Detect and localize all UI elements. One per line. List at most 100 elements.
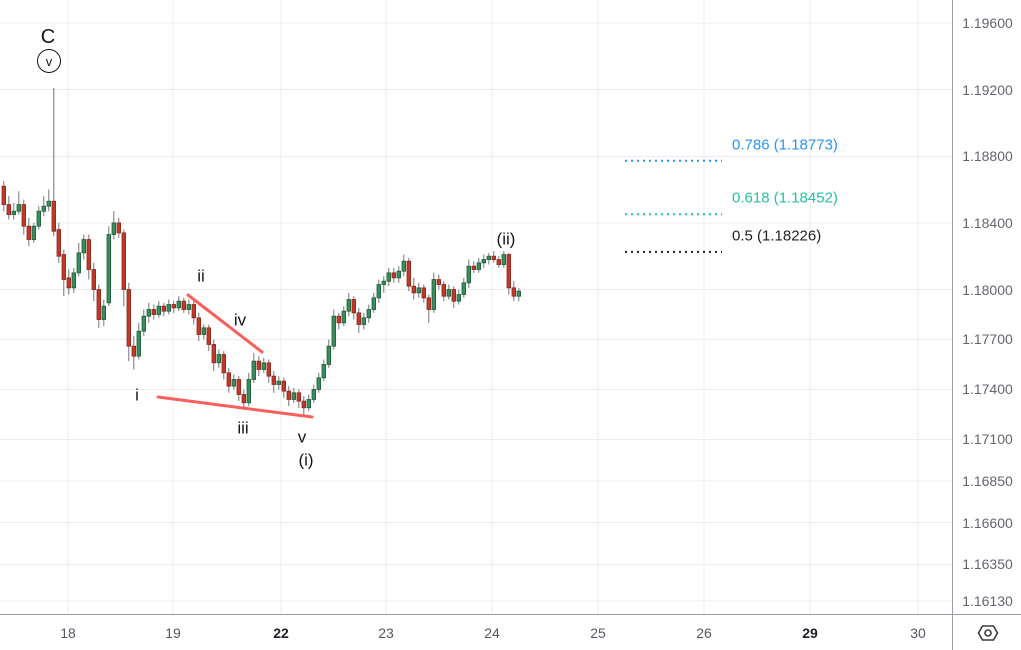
candle-body-up bbox=[311, 389, 316, 400]
candle-body-down bbox=[266, 362, 271, 377]
candle-body-up bbox=[501, 254, 506, 265]
candle-body-up bbox=[341, 310, 346, 324]
candle-body-down bbox=[121, 232, 126, 290]
axis-corner[interactable] bbox=[952, 614, 1021, 650]
candle-body-up bbox=[76, 252, 81, 274]
candle-body-down bbox=[301, 400, 306, 409]
price-axis-label: 1.17100 bbox=[962, 431, 1013, 448]
candle-body-up bbox=[371, 297, 376, 310]
candle-body-up bbox=[276, 380, 281, 385]
time-axis-label: 24 bbox=[484, 625, 500, 641]
candle-body-down bbox=[6, 204, 11, 215]
candle-body-down bbox=[391, 272, 396, 279]
candle-body-down bbox=[96, 289, 101, 320]
time-axis-label: 30 bbox=[910, 625, 926, 641]
candle-body-up bbox=[331, 315, 336, 347]
candle-body-up bbox=[361, 317, 366, 325]
price-scale-visibility-icon[interactable] bbox=[975, 622, 1001, 644]
candle-body-down bbox=[191, 304, 196, 319]
candle-body-up bbox=[81, 239, 86, 254]
candle-body-up bbox=[246, 379, 251, 404]
candle-body-down bbox=[151, 309, 156, 315]
time-axis-label: 25 bbox=[590, 625, 606, 641]
candle-body-down bbox=[206, 327, 211, 345]
candle-body-up bbox=[216, 354, 221, 364]
candle-body-down bbox=[351, 299, 356, 314]
candle-body-up bbox=[166, 304, 171, 312]
candle-body-down bbox=[211, 344, 216, 364]
candle-body-down bbox=[91, 269, 96, 290]
candle-body-up bbox=[186, 304, 191, 310]
candle-body-down bbox=[296, 392, 301, 402]
plot-svg bbox=[0, 0, 952, 614]
candle-body-up bbox=[401, 260, 406, 272]
candle-body-up bbox=[321, 364, 326, 379]
candle-body-up bbox=[46, 200, 51, 207]
candle-body-up bbox=[261, 362, 266, 370]
candle-body-down bbox=[506, 254, 511, 289]
candle-body-up bbox=[396, 270, 401, 279]
candle-body-up bbox=[446, 289, 451, 297]
candle-body-up bbox=[251, 360, 256, 380]
price-axis-label: 1.17400 bbox=[962, 381, 1013, 398]
chart-plot-area[interactable]: 0.786 (1.18773) 0.618 (1.18452) 0.5 (1.182… bbox=[0, 0, 952, 614]
trendline-drawing[interactable] bbox=[156, 395, 314, 419]
candle-body-down bbox=[171, 304, 176, 309]
price-axis-label: 1.18000 bbox=[962, 281, 1013, 298]
candle-body-up bbox=[111, 222, 116, 235]
candle-body-up bbox=[431, 279, 436, 310]
price-axis-label: 1.18400 bbox=[962, 214, 1013, 231]
candle-body-up bbox=[346, 299, 351, 312]
candle-body-down bbox=[66, 277, 71, 289]
candle-body-down bbox=[56, 229, 61, 257]
candle-body-up bbox=[416, 287, 421, 294]
candle-body-up bbox=[326, 345, 331, 365]
price-axis[interactable]: 1.19600 1.19200 1.18800 1.18400 1.18000 1.177… bbox=[952, 0, 1021, 614]
candle-body-down bbox=[336, 315, 341, 324]
time-axis-label: 23 bbox=[378, 625, 394, 641]
candle-body-down bbox=[196, 317, 201, 335]
candle-body-down bbox=[451, 289, 456, 302]
candle-body-up bbox=[306, 399, 311, 409]
candle-body-down bbox=[356, 312, 361, 325]
time-axis-label: 22 bbox=[273, 625, 289, 641]
price-axis-label: 1.16350 bbox=[962, 556, 1013, 573]
candle-body-up bbox=[516, 290, 521, 297]
candle-body-up bbox=[141, 315, 146, 332]
candle-body-down bbox=[271, 375, 276, 385]
time-axis-label: 19 bbox=[165, 625, 181, 641]
candle-body-down bbox=[511, 287, 516, 297]
candle-body-up bbox=[476, 262, 481, 270]
price-axis-label: 1.19200 bbox=[962, 81, 1013, 98]
candle-body-up bbox=[386, 272, 391, 282]
candle-body-up bbox=[146, 309, 151, 317]
candle-body-down bbox=[411, 285, 416, 294]
candle-body-up bbox=[106, 234, 111, 304]
candle-body-up bbox=[456, 294, 461, 302]
candle-body-up bbox=[71, 272, 76, 289]
candle-body-up bbox=[231, 379, 236, 387]
candle-body-down bbox=[426, 297, 431, 310]
candle-body-up bbox=[11, 210, 16, 215]
candle-body-up bbox=[31, 225, 36, 240]
candle-body-up bbox=[156, 305, 161, 315]
candle-body-down bbox=[26, 225, 31, 240]
candle-body-down bbox=[21, 204, 26, 227]
price-axis-label: 1.16600 bbox=[962, 514, 1013, 531]
price-axis-label: 1.17700 bbox=[962, 331, 1013, 348]
candle-body-up bbox=[291, 392, 296, 400]
candle-body-down bbox=[441, 284, 446, 297]
candle-body-down bbox=[286, 390, 291, 400]
trendline-drawing[interactable] bbox=[186, 293, 264, 354]
candle-body-down bbox=[51, 200, 56, 232]
candle-body-up bbox=[176, 300, 181, 309]
candle-body-up bbox=[101, 305, 106, 320]
time-axis[interactable]: 18 19 22 23 24 25 26 29 30 bbox=[0, 614, 952, 650]
candle-body-down bbox=[421, 287, 426, 299]
candle-body-down bbox=[406, 260, 411, 287]
candle-body-up bbox=[486, 255, 491, 260]
candle-body-down bbox=[496, 259, 501, 265]
candle-body-down bbox=[161, 305, 166, 312]
candle-body-down bbox=[1, 185, 6, 205]
